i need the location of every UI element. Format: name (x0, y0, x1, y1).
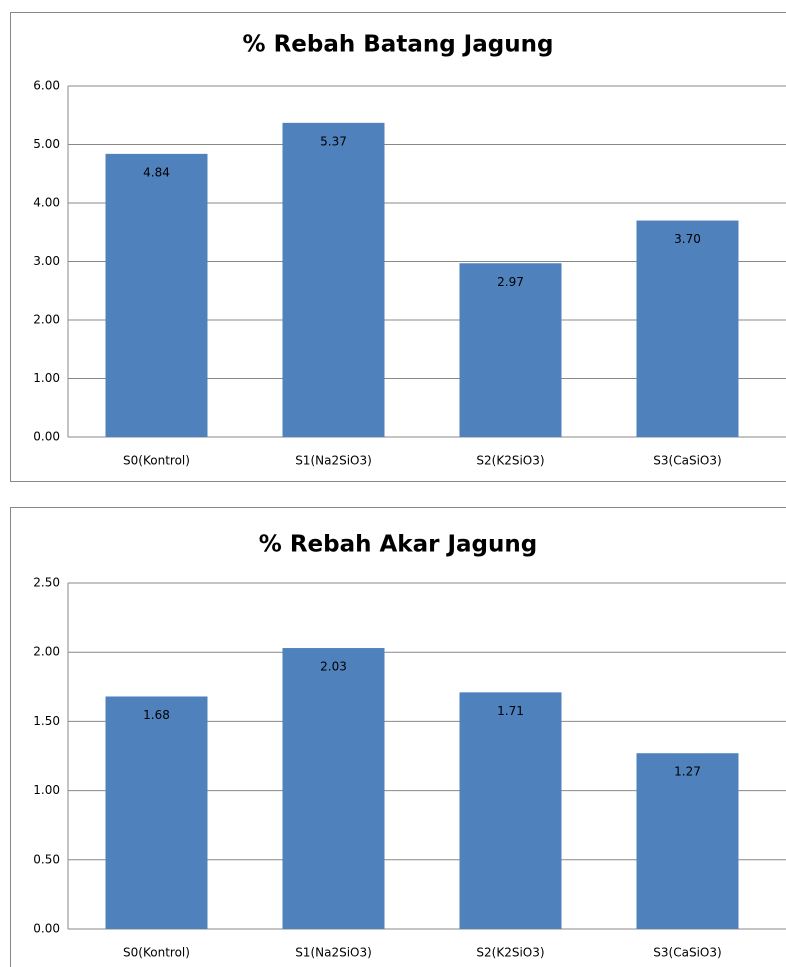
y-tick-label: 1.50 (33, 714, 60, 728)
x-tick-label: S3(CaSiO3) (653, 454, 721, 468)
bar (459, 692, 562, 929)
chart-title: % Rebah Batang Jagung (243, 32, 554, 58)
x-tick-label: S2(K2SiO3) (476, 454, 544, 468)
value-label: 3.70 (674, 232, 701, 246)
y-tick-label: 0.00 (33, 430, 60, 444)
y-tick-label: 6.00 (33, 79, 60, 93)
x-tick-label: S0(Kontrol) (123, 454, 190, 468)
y-tick-label: 0.50 (33, 852, 60, 866)
value-label: 2.97 (497, 275, 524, 289)
y-tick-label: 2.50 (33, 576, 60, 590)
bar (636, 220, 739, 437)
bar (636, 753, 739, 929)
x-tick-label: S3(CaSiO3) (653, 946, 721, 960)
chart-title: % Rebah Akar Jagung (259, 532, 537, 558)
x-tick-label: S0(Kontrol) (123, 946, 190, 960)
x-tick-label: S1(Na2SiO3) (295, 946, 372, 960)
y-tick-label: 5.00 (33, 137, 60, 151)
y-tick-label: 3.00 (33, 254, 60, 268)
bar (282, 648, 385, 929)
y-tick-label: 0.00 (33, 922, 60, 936)
value-label: 4.84 (143, 165, 170, 179)
bar (105, 696, 208, 929)
value-label: 1.68 (143, 708, 170, 722)
bar (105, 153, 208, 438)
value-label: 1.27 (674, 765, 701, 779)
y-tick-label: 2.00 (33, 645, 60, 659)
value-label: 5.37 (320, 134, 347, 148)
x-tick-label: S2(K2SiO3) (476, 946, 544, 960)
y-tick-label: 1.00 (33, 371, 60, 385)
bar (282, 122, 385, 437)
value-label: 2.03 (320, 660, 347, 674)
x-tick-label: S1(Na2SiO3) (295, 454, 372, 468)
y-tick-label: 2.00 (33, 313, 60, 327)
y-tick-label: 1.00 (33, 783, 60, 797)
value-label: 1.71 (497, 704, 524, 718)
y-tick-label: 4.00 (33, 196, 60, 210)
bar (459, 263, 562, 437)
